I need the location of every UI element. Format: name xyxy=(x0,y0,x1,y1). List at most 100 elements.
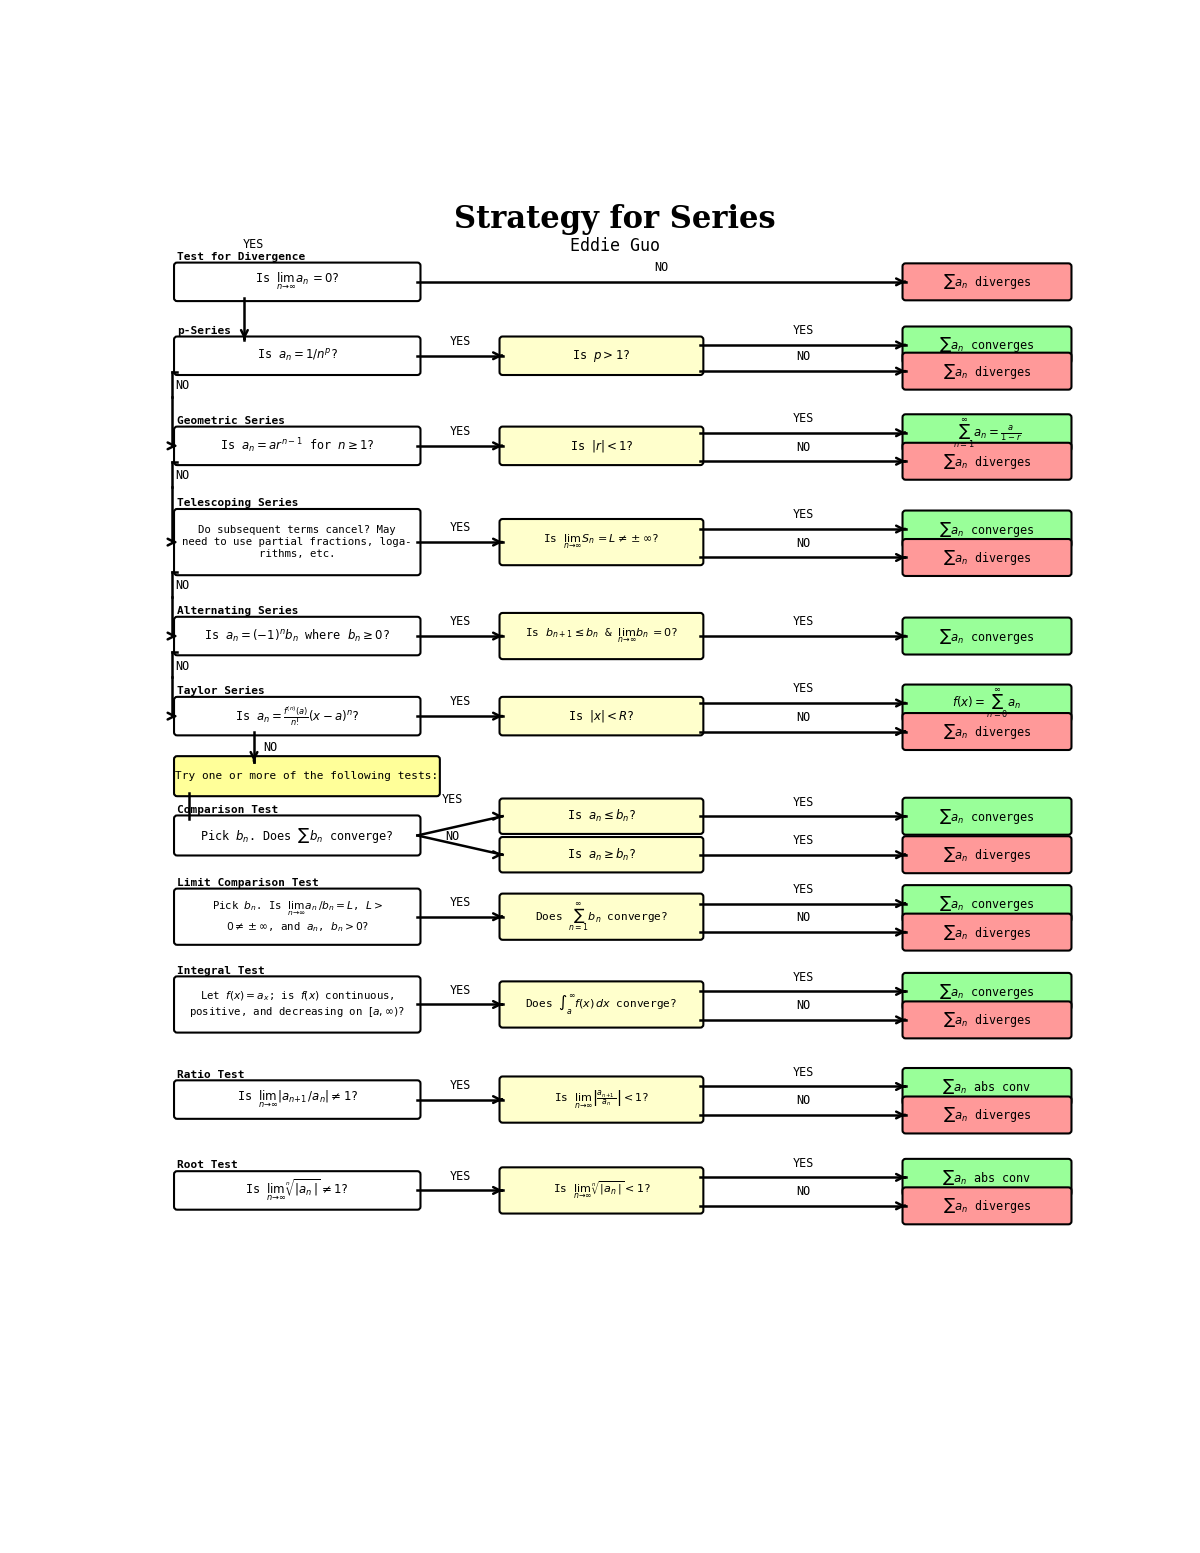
Text: Is $a_n = 1/n^p$?: Is $a_n = 1/n^p$? xyxy=(257,348,338,363)
Text: Geometric Series: Geometric Series xyxy=(178,416,286,426)
Text: $\sum a_n$ converges: $\sum a_n$ converges xyxy=(940,335,1034,354)
Text: YES: YES xyxy=(792,508,814,522)
FancyBboxPatch shape xyxy=(499,613,703,658)
Text: Is $|x| < R$?: Is $|x| < R$? xyxy=(568,708,635,724)
Text: YES: YES xyxy=(792,412,814,426)
FancyBboxPatch shape xyxy=(902,326,1072,363)
Text: $\sum a_n$ diverges: $\sum a_n$ diverges xyxy=(943,272,1031,292)
FancyBboxPatch shape xyxy=(902,1096,1072,1134)
Text: Alternating Series: Alternating Series xyxy=(178,606,299,617)
Text: YES: YES xyxy=(244,238,264,252)
FancyBboxPatch shape xyxy=(174,427,420,464)
FancyBboxPatch shape xyxy=(902,618,1072,654)
Text: $\sum a_n$ converges: $\sum a_n$ converges xyxy=(940,895,1034,913)
FancyBboxPatch shape xyxy=(174,337,420,374)
FancyBboxPatch shape xyxy=(902,713,1072,750)
Text: NO: NO xyxy=(796,1185,810,1199)
Text: Ratio Test: Ratio Test xyxy=(178,1070,245,1079)
FancyBboxPatch shape xyxy=(902,913,1072,950)
FancyBboxPatch shape xyxy=(902,511,1072,548)
FancyBboxPatch shape xyxy=(174,1171,420,1210)
FancyBboxPatch shape xyxy=(174,815,420,856)
FancyBboxPatch shape xyxy=(499,1168,703,1213)
Text: YES: YES xyxy=(449,615,470,629)
Text: NO: NO xyxy=(796,537,810,550)
Text: $f(x) = \sum_{n=0}^{\infty} a_n$: $f(x) = \sum_{n=0}^{\infty} a_n$ xyxy=(953,686,1021,721)
Text: Is $\lim_{n\to\infty} a_n = 0$?: Is $\lim_{n\to\infty} a_n = 0$? xyxy=(254,272,340,292)
FancyBboxPatch shape xyxy=(902,1068,1072,1106)
Text: Is $\lim_{n\to\infty} |a_{n+1}/a_n| \neq 1$?: Is $\lim_{n\to\infty} |a_{n+1}/a_n| \neq… xyxy=(236,1089,358,1110)
Text: NO: NO xyxy=(796,1095,810,1107)
Text: YES: YES xyxy=(792,795,814,809)
Text: $\sum a_n$ diverges: $\sum a_n$ diverges xyxy=(943,845,1031,863)
Text: Is $\lim_{n\to\infty} S_n = L \neq \pm\infty$?: Is $\lim_{n\to\infty} S_n = L \neq \pm\i… xyxy=(544,533,660,551)
FancyBboxPatch shape xyxy=(902,415,1072,452)
Text: Is $\lim_{n\to\infty} \sqrt[n]{|a_n|} < 1$?: Is $\lim_{n\to\infty} \sqrt[n]{|a_n|} < … xyxy=(552,1179,650,1202)
Text: Does $\int_a^{\infty} f(x)\,dx$ converge?: Does $\int_a^{\infty} f(x)\,dx$ converge… xyxy=(526,992,678,1017)
Text: YES: YES xyxy=(449,522,470,534)
FancyBboxPatch shape xyxy=(902,539,1072,576)
FancyBboxPatch shape xyxy=(902,1159,1072,1196)
Text: NO: NO xyxy=(175,579,190,593)
FancyBboxPatch shape xyxy=(902,798,1072,834)
Text: Let $f(x) = a_x$; is $f(x)$ continuous,
positive, and decreasing on $[a,\infty)$: Let $f(x) = a_x$; is $f(x)$ continuous, … xyxy=(190,989,406,1019)
FancyBboxPatch shape xyxy=(902,264,1072,300)
Text: YES: YES xyxy=(442,794,463,806)
Text: p-Series: p-Series xyxy=(178,326,232,335)
Text: Is $a_n = ar^{n-1}$ for $n \geq 1$?: Is $a_n = ar^{n-1}$ for $n \geq 1$? xyxy=(220,436,374,455)
Text: $\sum a_n$ converges: $\sum a_n$ converges xyxy=(940,520,1034,539)
FancyBboxPatch shape xyxy=(902,1188,1072,1224)
Text: Pick $b_n$. Is $\lim_{n\to\infty} a_n/b_n = L$, $L >$
$0 \neq \pm\infty$, and $a: Pick $b_n$. Is $\lim_{n\to\infty} a_n/b_… xyxy=(211,899,383,933)
Text: $\sum a_n$ diverges: $\sum a_n$ diverges xyxy=(943,1011,1031,1030)
Text: YES: YES xyxy=(792,834,814,846)
Text: Root Test: Root Test xyxy=(178,1160,238,1171)
Text: Integral Test: Integral Test xyxy=(178,966,265,975)
FancyBboxPatch shape xyxy=(499,798,703,834)
Text: Is $|r| < 1$?: Is $|r| < 1$? xyxy=(570,438,634,453)
Text: NO: NO xyxy=(175,660,190,672)
Text: YES: YES xyxy=(449,696,470,708)
Text: Pick $b_n$. Does $\sum b_n$ converge?: Pick $b_n$. Does $\sum b_n$ converge? xyxy=(200,826,394,845)
Text: Is $a_n = (-1)^n b_n$ where $b_n \geq 0$?: Is $a_n = (-1)^n b_n$ where $b_n \geq 0$… xyxy=(204,627,390,644)
Text: Does $\sum_{n=1}^{\infty} b_n$ converge?: Does $\sum_{n=1}^{\infty} b_n$ converge? xyxy=(535,901,668,933)
FancyBboxPatch shape xyxy=(174,1081,420,1118)
Text: NO: NO xyxy=(796,999,810,1013)
Text: Is $a_n = \frac{f^{(n)}(a)}{n!}(x-a)^n$?: Is $a_n = \frac{f^{(n)}(a)}{n!}(x-a)^n$? xyxy=(235,705,360,728)
Text: $\sum a_n$ diverges: $\sum a_n$ diverges xyxy=(943,922,1031,941)
FancyBboxPatch shape xyxy=(499,1076,703,1123)
Text: Is $a_n \leq b_n$?: Is $a_n \leq b_n$? xyxy=(566,808,636,825)
FancyBboxPatch shape xyxy=(902,443,1072,480)
Text: Test for Divergence: Test for Divergence xyxy=(178,252,305,262)
Text: NO: NO xyxy=(654,261,668,275)
FancyBboxPatch shape xyxy=(174,509,420,575)
Text: YES: YES xyxy=(792,615,814,629)
Text: Eddie Guo: Eddie Guo xyxy=(570,238,660,255)
FancyBboxPatch shape xyxy=(499,427,703,464)
Text: $\sum a_n$ diverges: $\sum a_n$ diverges xyxy=(943,1196,1031,1216)
Text: YES: YES xyxy=(792,884,814,896)
Text: Is $a_n \geq b_n$?: Is $a_n \geq b_n$? xyxy=(566,846,636,863)
FancyBboxPatch shape xyxy=(499,893,703,940)
Text: $\sum a_n$ diverges: $\sum a_n$ diverges xyxy=(943,548,1031,567)
FancyBboxPatch shape xyxy=(499,519,703,565)
Text: YES: YES xyxy=(449,1169,470,1183)
FancyBboxPatch shape xyxy=(499,337,703,374)
Text: NO: NO xyxy=(175,469,190,483)
Text: Taylor Series: Taylor Series xyxy=(178,686,265,696)
FancyBboxPatch shape xyxy=(174,756,440,797)
Text: $\sum a_n$ diverges: $\sum a_n$ diverges xyxy=(943,722,1031,741)
FancyBboxPatch shape xyxy=(902,972,1072,1009)
FancyBboxPatch shape xyxy=(902,353,1072,390)
Text: Is $\lim_{n\to\infty} \sqrt[n]{|a_n|} \neq 1$?: Is $\lim_{n\to\infty} \sqrt[n]{|a_n|} \n… xyxy=(246,1177,349,1204)
Text: Try one or more of the following tests:: Try one or more of the following tests: xyxy=(175,772,438,781)
Text: $\sum a_n$ converges: $\sum a_n$ converges xyxy=(940,626,1034,646)
Text: $\sum a_n$ diverges: $\sum a_n$ diverges xyxy=(943,452,1031,471)
FancyBboxPatch shape xyxy=(174,888,420,944)
Text: NO: NO xyxy=(445,831,460,843)
Text: Is $p > 1$?: Is $p > 1$? xyxy=(572,348,631,363)
Text: NO: NO xyxy=(796,912,810,924)
Text: NO: NO xyxy=(175,379,190,393)
Text: $\sum a_n$ converges: $\sum a_n$ converges xyxy=(940,806,1034,826)
Text: NO: NO xyxy=(263,741,277,755)
Text: Do subsequent terms cancel? May
need to use partial fractions, loga-
rithms, etc: Do subsequent terms cancel? May need to … xyxy=(182,525,412,559)
